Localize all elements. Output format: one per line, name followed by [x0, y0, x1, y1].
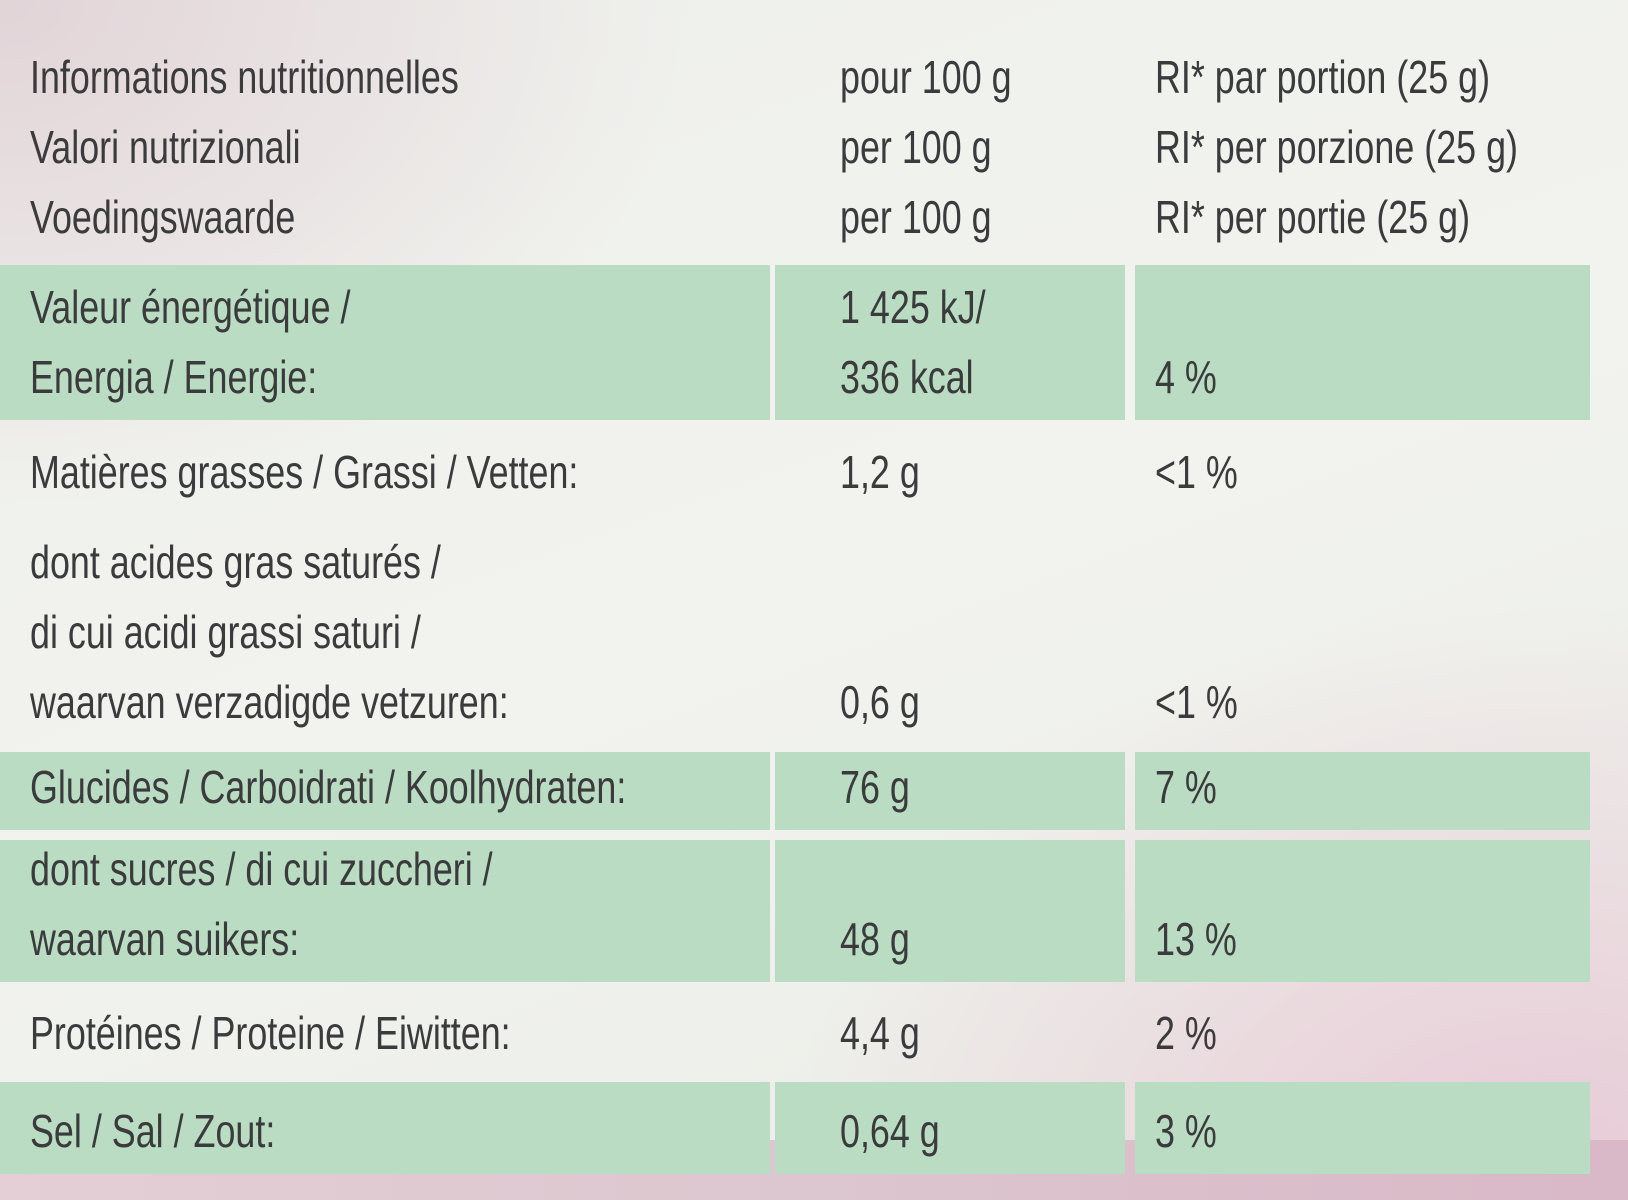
cell-text: 2 %: [1155, 1007, 1217, 1059]
cell-text: RI* per porzione (25 g): [1155, 121, 1518, 173]
table-cell: 2 %: [1135, 988, 1590, 1076]
cell-text: <1 %: [1155, 676, 1238, 728]
table-cell: 7 %: [1135, 752, 1590, 830]
cell-text: Sel / Sal / Zout:: [30, 1105, 276, 1157]
cell-text: RI* per portie (25 g): [1155, 191, 1471, 243]
cell-text: 4,4 g: [840, 1007, 920, 1059]
cell-text: Valeur énergétique /: [30, 281, 351, 333]
cell-text: RI* par portion (25 g): [1155, 51, 1491, 103]
cell-text: 76 g: [840, 761, 910, 813]
table-cell: 4,4 g: [775, 988, 1125, 1076]
table-cell: 3 %: [1135, 1082, 1590, 1174]
cell-text: Energia / Energie:: [30, 351, 318, 403]
table-cell: 48 g: [775, 840, 1125, 982]
cell-text: 4 %: [1155, 351, 1217, 403]
header-cell: Informations nutritionnelles Valori nutri…: [0, 35, 770, 260]
cell-text: dont sucres / di cui zuccheri /: [30, 843, 493, 895]
table-cell: 4 %: [1135, 265, 1590, 420]
cell-text: 48 g: [840, 913, 910, 965]
cell-text: dont acides gras saturés /: [30, 536, 441, 588]
table-cell: 0,64 g: [775, 1082, 1125, 1174]
table-cell: Matières grasses / Grassi / Vetten:: [0, 425, 770, 515]
table-cell: 1,2 g: [775, 425, 1125, 515]
cell-text: 0,6 g: [840, 676, 920, 728]
cell-text: <1 %: [1155, 446, 1238, 498]
cell-text: Protéines / Proteine / Eiwitten:: [30, 1007, 511, 1059]
cell-text: Glucides / Carboidrati / Koolhydraten:: [30, 761, 627, 813]
table-cell: 13 %: [1135, 840, 1590, 982]
cell-text: pour 100 g: [840, 51, 1012, 103]
cell-text: waarvan verzadigde vetzuren:: [30, 676, 509, 728]
header-cell: pour 100 g per 100 g per 100 g: [775, 35, 1125, 260]
table-cell: Glucides / Carboidrati / Koolhydraten:: [0, 752, 770, 830]
table-cell: 1 425 kJ/336 kcal: [775, 265, 1125, 420]
header-cell: RI* par portion (25 g) RI* per porzione (…: [1135, 35, 1590, 260]
table-cell: Protéines / Proteine / Eiwitten:: [0, 988, 770, 1076]
cell-text: 7 %: [1155, 761, 1217, 813]
cell-text: 336 kcal: [840, 351, 974, 403]
cell-text: Valori nutrizionali: [30, 121, 301, 173]
table-cell: 76 g: [775, 752, 1125, 830]
table-cell: <1 %: [1135, 425, 1590, 515]
cell-text: Matières grasses / Grassi / Vetten:: [30, 446, 579, 498]
table-cell: dont acides gras saturés / di cui acidi g…: [0, 520, 770, 745]
table-cell: Sel / Sal / Zout:: [0, 1082, 770, 1174]
cell-text: per 100 g: [840, 191, 992, 243]
cell-text: 13 %: [1155, 913, 1237, 965]
cell-text: 1 425 kJ/: [840, 281, 986, 333]
cell-text: 0,64 g: [840, 1105, 940, 1157]
cell-text: per 100 g: [840, 121, 992, 173]
cell-text: 3 %: [1155, 1105, 1217, 1157]
cell-text: Informations nutritionnelles: [30, 51, 459, 103]
cell-text: 1,2 g: [840, 446, 920, 498]
table-cell: 0,6 g: [775, 520, 1125, 745]
cell-text: di cui acidi grassi saturi /: [30, 606, 421, 658]
table-cell: dont sucres / di cui zuccheri / waarvan s…: [0, 840, 770, 982]
cell-text: Voedingswaarde: [30, 191, 296, 243]
table-cell: <1 %: [1135, 520, 1590, 745]
table-cell: Valeur énergétique / Energia / Energie:: [0, 265, 770, 420]
cell-text: waarvan suikers:: [30, 913, 300, 965]
